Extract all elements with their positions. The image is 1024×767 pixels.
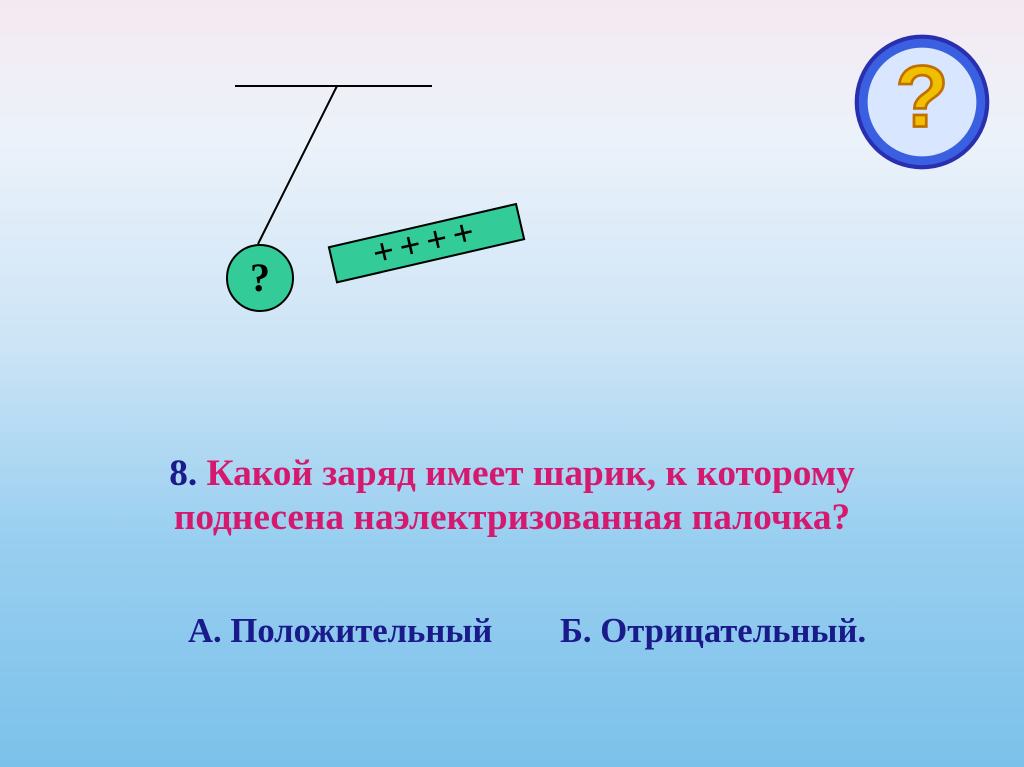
question-mark-icon: ? bbox=[854, 34, 990, 170]
ball-label: ? bbox=[250, 255, 270, 300]
svg-text:?: ? bbox=[895, 48, 948, 145]
question-number: 8. bbox=[169, 453, 206, 494]
answer-option-b: Б. Отрицательный. bbox=[560, 612, 866, 651]
thread-line bbox=[258, 86, 337, 244]
answer-option-a: А. Положительный bbox=[188, 612, 492, 651]
charged-ball: ? bbox=[226, 244, 294, 312]
question-line-2: поднесена наэлектризованная палочка? bbox=[174, 497, 850, 538]
question-line-1: Какой заряд имеет шарик, к которому bbox=[207, 453, 855, 494]
slide-root: ? ++++ 8. Какой заряд имеет шарик, к кот… bbox=[0, 0, 1024, 767]
question-block: 8. Какой заряд имеет шарик, к которому п… bbox=[0, 452, 1024, 540]
question-mark-badge: ? bbox=[854, 34, 990, 170]
